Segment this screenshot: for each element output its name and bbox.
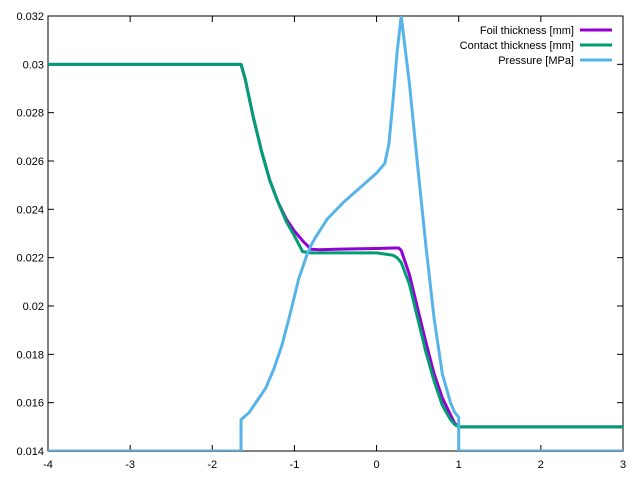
y-tick-label: 0.026 bbox=[16, 156, 44, 168]
series-lines bbox=[48, 16, 623, 451]
series-line-0 bbox=[48, 62, 623, 429]
y-tick-label: 0.014 bbox=[16, 446, 44, 458]
x-tick-label: 0 bbox=[374, 459, 380, 471]
plot-border bbox=[47, 15, 624, 452]
legend-label-1: Contact thickness [mm] bbox=[460, 40, 574, 52]
x-tick-label: 1 bbox=[456, 459, 462, 471]
series-line-1 bbox=[48, 62, 623, 429]
x-tick-label: -2 bbox=[207, 459, 217, 471]
x-tick-label: 3 bbox=[620, 459, 626, 471]
y-tick-label: 0.03 bbox=[23, 59, 44, 71]
x-tick-label: -3 bbox=[125, 459, 135, 471]
legend: Foil thickness [mm] Contact thickness [mm… bbox=[460, 25, 612, 67]
y-tick-label: 0.028 bbox=[16, 108, 44, 120]
y-tick-label: 0.02 bbox=[23, 301, 44, 313]
y-tick-label: 0.018 bbox=[16, 349, 44, 361]
axis-ticks: -4 -3 -2 -1 0 1 2 3 0.014 0.016 0.018 0.02 0.022 0.02… bbox=[16, 11, 626, 471]
x-tick-label: -4 bbox=[43, 459, 53, 471]
y-tick-label: 0.016 bbox=[16, 398, 44, 410]
x-tick-label: 2 bbox=[538, 459, 544, 471]
legend-label-2: Pressure [MPa] bbox=[498, 55, 574, 67]
x-tick-label: -1 bbox=[290, 459, 300, 471]
series-line-2 bbox=[48, 16, 623, 451]
y-tick-label: 0.024 bbox=[16, 204, 44, 216]
y-tick-label: 0.022 bbox=[16, 253, 44, 265]
legend-label-0: Foil thickness [mm] bbox=[480, 25, 574, 37]
plot-frame bbox=[47, 15, 624, 452]
y-tick-label: 0.032 bbox=[16, 11, 44, 23]
